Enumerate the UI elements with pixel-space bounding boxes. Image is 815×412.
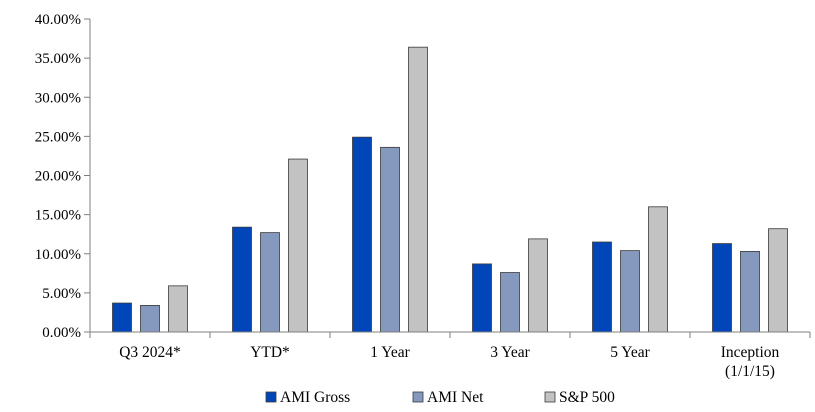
- y-tick-label: 30.00%: [35, 90, 81, 106]
- bar-s-p-500-1: [288, 158, 308, 333]
- bar-ami-gross-4: [592, 241, 612, 333]
- bar-s-p-500-3: [528, 238, 548, 333]
- y-axis: 0.00% 5.00% 10.00% 15.00% 20.00% 25.00% 30.00%…: [35, 12, 91, 341]
- x-tick-label: 1 Year: [370, 344, 410, 361]
- bar-ami-net-0: [140, 304, 160, 333]
- bar-s-p-500-0: [168, 285, 188, 333]
- legend-swatch-ami-net: [412, 391, 424, 403]
- y-tick-label: 20.00%: [35, 169, 81, 185]
- x-tick-label: Q3 2024*: [119, 344, 181, 361]
- bar-ami-net-1: [260, 232, 280, 333]
- bar-ami-net-4: [620, 250, 640, 333]
- y-tick-label: 0.00%: [42, 325, 81, 341]
- bar-ami-gross-2: [352, 136, 372, 333]
- bar-ami-gross-1: [232, 226, 252, 333]
- legend-label: S&P 500: [559, 389, 615, 406]
- y-tick-label: 10.00%: [35, 247, 81, 263]
- legend-swatch-ami-gross: [265, 391, 277, 403]
- y-tick-label: 15.00%: [35, 208, 81, 224]
- legend-label: AMI Net: [427, 389, 484, 406]
- y-tick-label: 5.00%: [42, 286, 81, 302]
- y-tick-label: 25.00%: [35, 129, 81, 145]
- legend-swatch-s-p-500: [544, 391, 556, 403]
- x-tick-label: YTD*: [250, 344, 290, 361]
- x-tick-label: 3 Year: [490, 344, 530, 361]
- x-tick-label: (1/1/15): [725, 363, 775, 380]
- bar-ami-gross-3: [472, 263, 492, 333]
- x-axis: Q3 2024* YTD* 1 Year 3 Year 5 Year Inception (…: [89, 331, 811, 380]
- bar-ami-gross-0: [112, 302, 132, 333]
- bar-ami-gross-5: [712, 243, 732, 333]
- bar-ami-net-5: [740, 251, 760, 333]
- bar-series-group: [112, 46, 788, 333]
- y-tick-label: 40.00%: [35, 12, 81, 28]
- x-tick-label: Inception: [721, 344, 780, 361]
- bar-s-p-500-2: [408, 46, 428, 333]
- legend-label: AMI Gross: [280, 389, 350, 406]
- x-tick-label: 5 Year: [610, 344, 650, 361]
- bar-s-p-500-5: [768, 228, 788, 333]
- bar-s-p-500-4: [648, 206, 668, 333]
- bar-ami-net-3: [500, 272, 520, 333]
- y-tick-label: 35.00%: [35, 51, 81, 67]
- legend: AMI Gross AMI Net S&P 500: [265, 389, 615, 406]
- bar-ami-net-2: [380, 146, 400, 333]
